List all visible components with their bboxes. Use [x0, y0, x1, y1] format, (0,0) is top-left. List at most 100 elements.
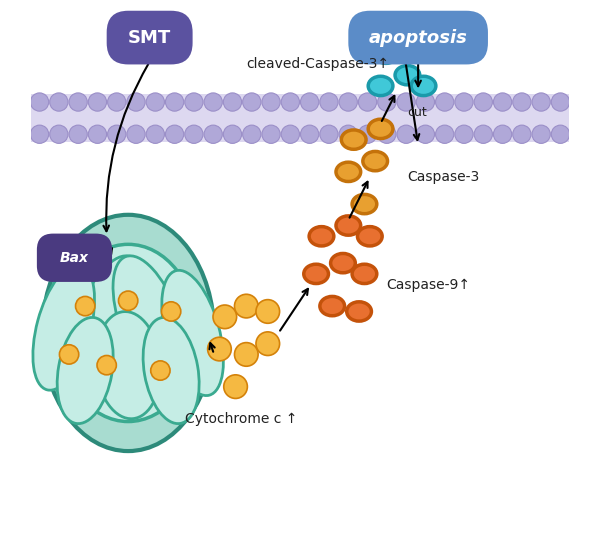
- Ellipse shape: [374, 44, 398, 63]
- Circle shape: [242, 93, 261, 111]
- Ellipse shape: [336, 216, 361, 235]
- Circle shape: [97, 355, 116, 375]
- Ellipse shape: [363, 151, 388, 171]
- Circle shape: [185, 125, 203, 143]
- Circle shape: [436, 93, 454, 111]
- Ellipse shape: [368, 76, 393, 96]
- Text: cleaved-Caspase-3↑: cleaved-Caspase-3↑: [247, 57, 389, 71]
- Circle shape: [166, 125, 184, 143]
- Circle shape: [76, 296, 95, 316]
- FancyBboxPatch shape: [37, 234, 112, 282]
- Circle shape: [301, 93, 319, 111]
- FancyBboxPatch shape: [349, 11, 488, 64]
- Circle shape: [127, 125, 145, 143]
- Ellipse shape: [352, 264, 377, 284]
- Ellipse shape: [400, 33, 425, 53]
- Circle shape: [161, 302, 181, 321]
- Circle shape: [551, 93, 569, 111]
- Circle shape: [213, 305, 236, 329]
- Circle shape: [88, 93, 107, 111]
- Circle shape: [281, 93, 299, 111]
- Circle shape: [320, 93, 338, 111]
- Circle shape: [455, 125, 473, 143]
- Circle shape: [455, 93, 473, 111]
- Circle shape: [59, 345, 79, 364]
- Circle shape: [224, 375, 247, 398]
- Circle shape: [513, 93, 531, 111]
- Circle shape: [107, 93, 126, 111]
- Ellipse shape: [347, 302, 371, 321]
- Ellipse shape: [331, 253, 355, 273]
- Circle shape: [185, 93, 203, 111]
- Circle shape: [436, 125, 454, 143]
- Circle shape: [31, 93, 49, 111]
- Ellipse shape: [309, 227, 334, 246]
- Circle shape: [513, 125, 531, 143]
- Circle shape: [204, 125, 223, 143]
- Circle shape: [69, 93, 87, 111]
- Circle shape: [223, 125, 242, 143]
- Circle shape: [107, 125, 126, 143]
- Text: Caspase-9↑: Caspase-9↑: [386, 278, 470, 292]
- Ellipse shape: [59, 244, 197, 422]
- FancyBboxPatch shape: [31, 94, 569, 142]
- Circle shape: [416, 93, 434, 111]
- Ellipse shape: [113, 256, 186, 389]
- Circle shape: [223, 93, 242, 111]
- Circle shape: [256, 300, 280, 323]
- Circle shape: [208, 337, 231, 361]
- Circle shape: [377, 125, 396, 143]
- Ellipse shape: [320, 296, 344, 316]
- Circle shape: [31, 125, 49, 143]
- FancyBboxPatch shape: [107, 11, 193, 64]
- Circle shape: [493, 93, 512, 111]
- Ellipse shape: [341, 130, 366, 149]
- Circle shape: [262, 125, 280, 143]
- Ellipse shape: [336, 162, 361, 182]
- Text: Cytochrome c ↑: Cytochrome c ↑: [185, 412, 297, 426]
- Circle shape: [146, 125, 164, 143]
- Circle shape: [127, 93, 145, 111]
- Circle shape: [532, 93, 550, 111]
- Ellipse shape: [57, 317, 113, 424]
- Circle shape: [69, 125, 87, 143]
- Ellipse shape: [304, 264, 328, 284]
- Circle shape: [256, 332, 280, 355]
- Circle shape: [301, 125, 319, 143]
- Circle shape: [281, 125, 299, 143]
- Circle shape: [50, 93, 68, 111]
- Ellipse shape: [368, 119, 393, 139]
- Circle shape: [235, 294, 258, 318]
- Circle shape: [204, 93, 223, 111]
- Circle shape: [339, 125, 358, 143]
- Text: cut: cut: [407, 106, 427, 119]
- Ellipse shape: [352, 194, 377, 214]
- Circle shape: [493, 125, 512, 143]
- Text: Caspase-3: Caspase-3: [407, 170, 479, 184]
- Ellipse shape: [33, 265, 95, 390]
- Ellipse shape: [162, 270, 223, 396]
- Circle shape: [146, 93, 164, 111]
- Ellipse shape: [96, 311, 161, 419]
- Circle shape: [262, 93, 280, 111]
- Circle shape: [166, 93, 184, 111]
- Circle shape: [320, 125, 338, 143]
- Circle shape: [397, 93, 415, 111]
- Circle shape: [339, 93, 358, 111]
- Ellipse shape: [143, 317, 199, 424]
- Ellipse shape: [411, 76, 436, 96]
- Circle shape: [50, 125, 68, 143]
- Circle shape: [118, 291, 138, 310]
- Circle shape: [474, 125, 493, 143]
- Ellipse shape: [42, 215, 214, 451]
- Circle shape: [358, 93, 377, 111]
- Text: SMT: SMT: [128, 28, 171, 47]
- Ellipse shape: [395, 66, 420, 85]
- Circle shape: [242, 125, 261, 143]
- Circle shape: [532, 125, 550, 143]
- Circle shape: [416, 125, 434, 143]
- Circle shape: [358, 125, 377, 143]
- Circle shape: [235, 343, 258, 366]
- Text: Bax: Bax: [60, 251, 89, 265]
- Circle shape: [88, 125, 107, 143]
